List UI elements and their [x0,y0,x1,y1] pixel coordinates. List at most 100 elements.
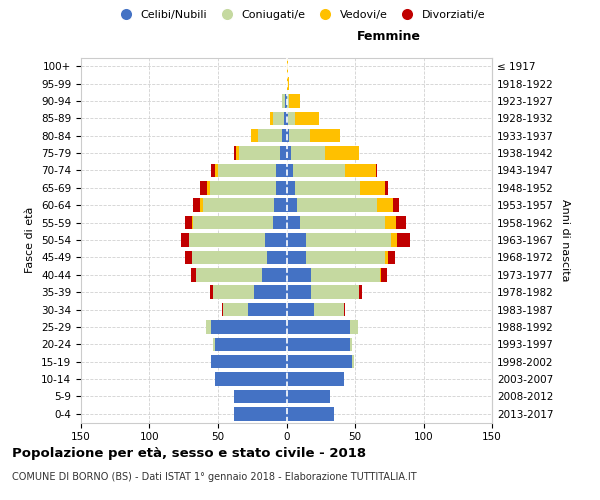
Bar [275,164,287,177]
Bar [258,129,283,142]
Bar [262,268,287,281]
Bar [275,181,287,194]
Bar [287,268,311,281]
Bar [211,320,287,334]
Bar [325,146,359,160]
Bar [305,233,391,247]
Bar [350,320,358,334]
Bar [293,164,346,177]
Bar [181,233,189,247]
Bar [192,250,268,264]
Text: Femmine: Femmine [357,30,421,43]
Bar [211,355,287,368]
Bar [287,355,352,368]
Bar [287,407,334,420]
Bar [314,302,344,316]
Y-axis label: Fasce di età: Fasce di età [25,207,35,273]
Bar [196,268,262,281]
Bar [287,250,305,264]
Bar [200,181,207,194]
Bar [287,372,344,386]
Bar [206,320,211,334]
Bar [185,216,192,230]
Bar [273,112,284,125]
Bar [287,60,288,73]
Bar [191,268,196,281]
Bar [192,216,193,230]
Bar [273,216,287,230]
Bar [287,164,293,177]
Bar [344,302,346,316]
Bar [189,233,265,247]
Bar [396,216,406,230]
Bar [388,250,395,264]
Bar [391,233,397,247]
Bar [350,338,352,351]
Bar [239,146,280,160]
Bar [311,268,380,281]
Bar [380,268,381,281]
Bar [287,146,290,160]
Bar [223,302,248,316]
Bar [300,216,385,230]
Bar [287,216,300,230]
Bar [287,302,314,316]
Bar [287,338,350,351]
Bar [218,164,275,177]
Bar [222,302,223,316]
Bar [311,286,359,299]
Bar [361,181,385,194]
Bar [346,164,376,177]
Bar [207,181,210,194]
Bar [236,146,239,160]
Bar [193,198,200,212]
Bar [235,146,236,160]
Bar [289,94,300,108]
Legend: Celibi/Nubili, Coniugati/e, Vedovi/e, Divorziati/e: Celibi/Nubili, Coniugati/e, Vedovi/e, Di… [110,6,490,25]
Bar [270,112,273,125]
Bar [210,286,212,299]
Bar [377,198,394,212]
Bar [274,198,287,212]
Bar [290,146,325,160]
Bar [254,286,287,299]
Bar [385,216,396,230]
Bar [287,112,288,125]
Bar [295,112,319,125]
Bar [376,164,377,177]
Bar [288,112,295,125]
Bar [285,94,287,108]
Bar [289,129,310,142]
Bar [203,198,274,212]
Bar [305,250,385,264]
Bar [287,233,305,247]
Bar [381,268,386,281]
Bar [212,338,215,351]
Bar [385,250,388,264]
Bar [235,407,287,420]
Bar [235,390,287,403]
Bar [295,181,361,194]
Bar [310,129,340,142]
Bar [215,372,287,386]
Bar [287,94,289,108]
Bar [185,250,192,264]
Bar [215,164,218,177]
Bar [298,198,377,212]
Bar [251,129,258,142]
Bar [211,164,215,177]
Bar [287,390,331,403]
Bar [287,320,350,334]
Bar [394,198,399,212]
Bar [210,181,275,194]
Bar [385,181,388,194]
Bar [193,216,273,230]
Bar [283,94,285,108]
Bar [248,302,287,316]
Bar [265,233,287,247]
Bar [268,250,287,264]
Text: COMUNE DI BORNO (BS) - Dati ISTAT 1° gennaio 2018 - Elaborazione TUTTITALIA.IT: COMUNE DI BORNO (BS) - Dati ISTAT 1° gen… [12,472,416,482]
Y-axis label: Anni di nascita: Anni di nascita [560,198,570,281]
Bar [212,286,254,299]
Bar [287,181,295,194]
